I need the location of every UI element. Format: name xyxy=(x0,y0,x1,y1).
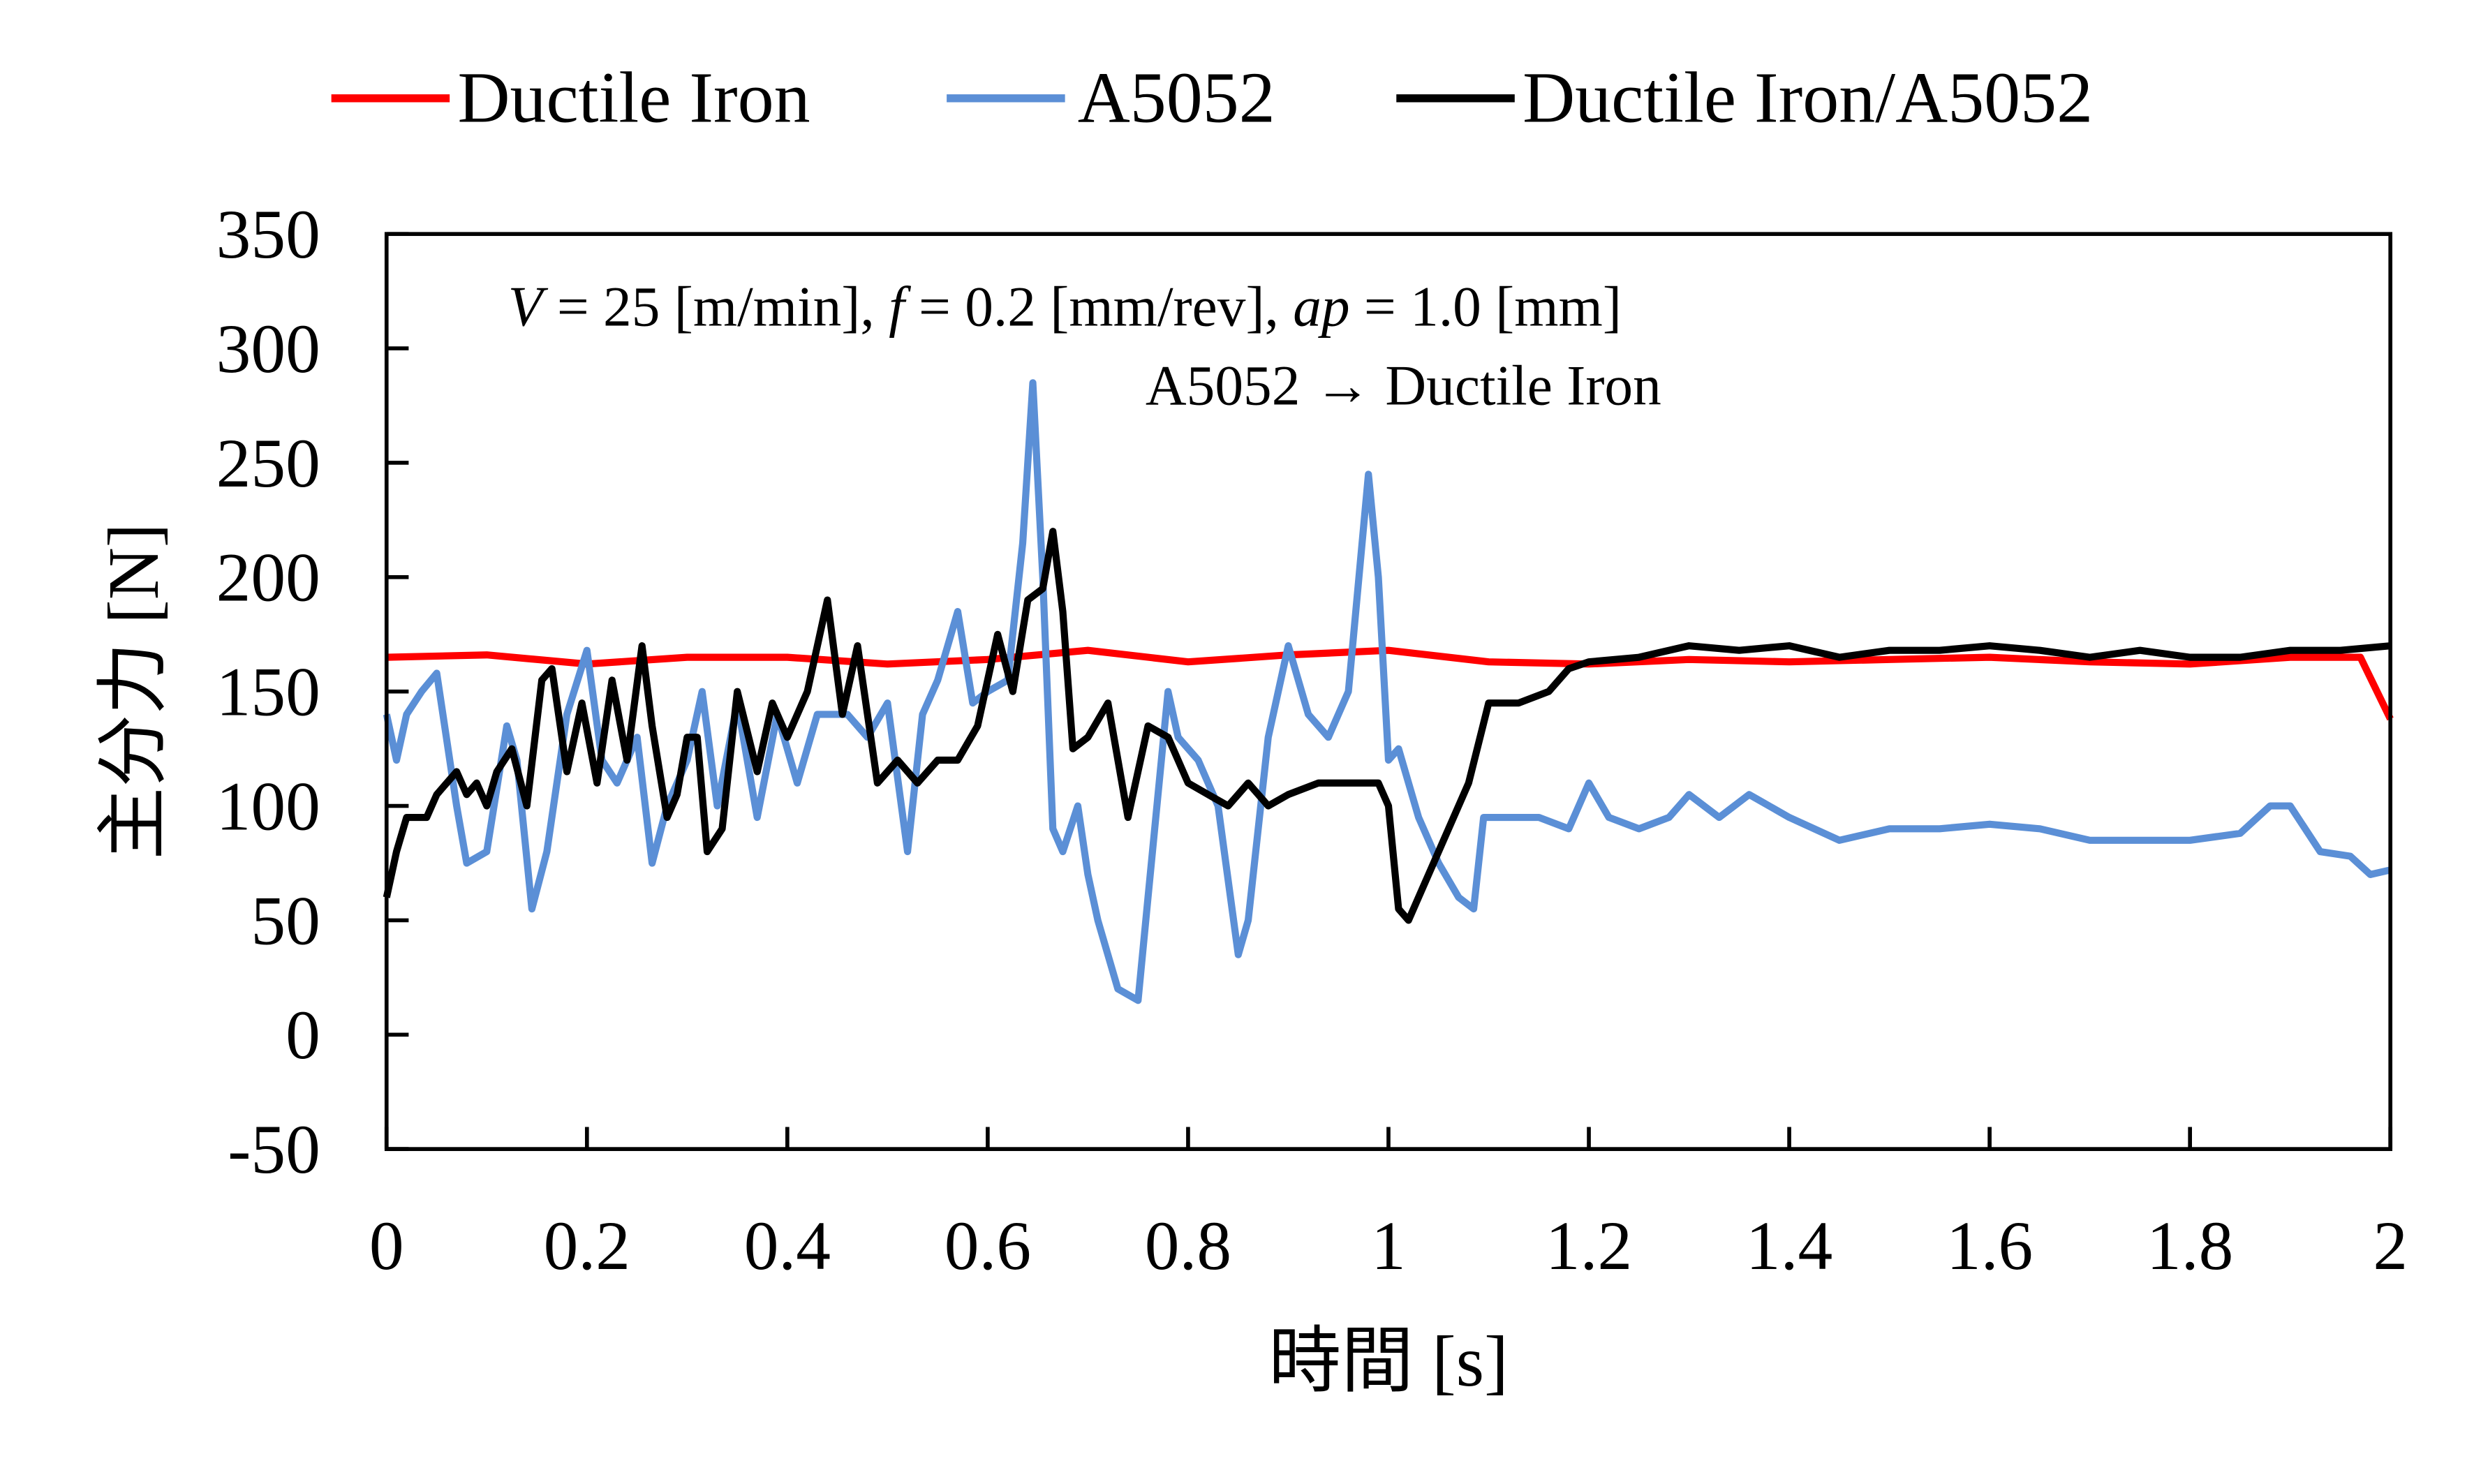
legend-label-a5052: A5052 xyxy=(1078,58,1275,138)
x-tick-label: 0.2 xyxy=(544,1207,630,1284)
y-tick-label: 300 xyxy=(216,310,320,387)
axes: 0 0.2 0.4 0.6 0.8 1 1.2 1.4 1.6 1.8 2 -50 0 50 100 150 2… xyxy=(216,195,2408,1284)
y-tick-label: 50 xyxy=(251,882,320,959)
x-tick-label: 0.6 xyxy=(945,1207,1031,1284)
order-annotation: A5052 → Ductile Iron xyxy=(1146,353,1661,417)
condition-annotation: V = 25 [m/min], f = 0.2 [mm/rev], ap = 1… xyxy=(508,274,1622,338)
cond-f-val: = 0.2 [mm/rev], xyxy=(905,274,1294,338)
series-line-a5052 xyxy=(383,379,2392,1004)
x-tick-label: 1 xyxy=(1371,1207,1406,1284)
x-tick-label: 0 xyxy=(369,1207,404,1284)
series-line-ductile-iron-a5052 xyxy=(383,528,2391,924)
x-tick-label: 2 xyxy=(2373,1207,2408,1284)
series-line-ductile-iron xyxy=(386,646,2394,721)
legend: Ductile Iron A5052 Ductile Iron/A5052 xyxy=(331,58,2093,138)
y-tick-label: 250 xyxy=(216,424,320,502)
cond-v: V xyxy=(508,274,549,338)
y-tick-label: 150 xyxy=(216,653,320,731)
x-tick-label: 1.6 xyxy=(1946,1207,2033,1284)
cond-ap-val: = 1.0 [mm] xyxy=(1350,274,1622,338)
series-group xyxy=(383,379,2394,1004)
legend-label-ductile-iron: Ductile Iron xyxy=(457,58,810,138)
y-axis-label: 主分力 [N] xyxy=(94,524,174,860)
cond-ap: ap xyxy=(1293,274,1349,338)
x-tick-label: 1.4 xyxy=(1746,1207,1832,1284)
cond-v-val: = 25 [m/min], xyxy=(542,274,889,338)
y-tick-label: -50 xyxy=(228,1111,320,1188)
x-tick-label: 0.4 xyxy=(744,1207,831,1284)
x-axis-label: 時間 [s] xyxy=(1268,1321,1509,1402)
y-tick-label: 100 xyxy=(216,767,320,845)
legend-label-combined: Ductile Iron/A5052 xyxy=(1523,58,2093,138)
y-tick-label: 0 xyxy=(286,996,320,1074)
y-tick-label: 200 xyxy=(216,539,320,616)
x-tick-label: 1.8 xyxy=(2147,1207,2233,1284)
x-tick-label: 0.8 xyxy=(1145,1207,1231,1284)
x-tick-label: 1.2 xyxy=(1546,1207,1632,1284)
y-tick-label: 350 xyxy=(216,195,320,273)
